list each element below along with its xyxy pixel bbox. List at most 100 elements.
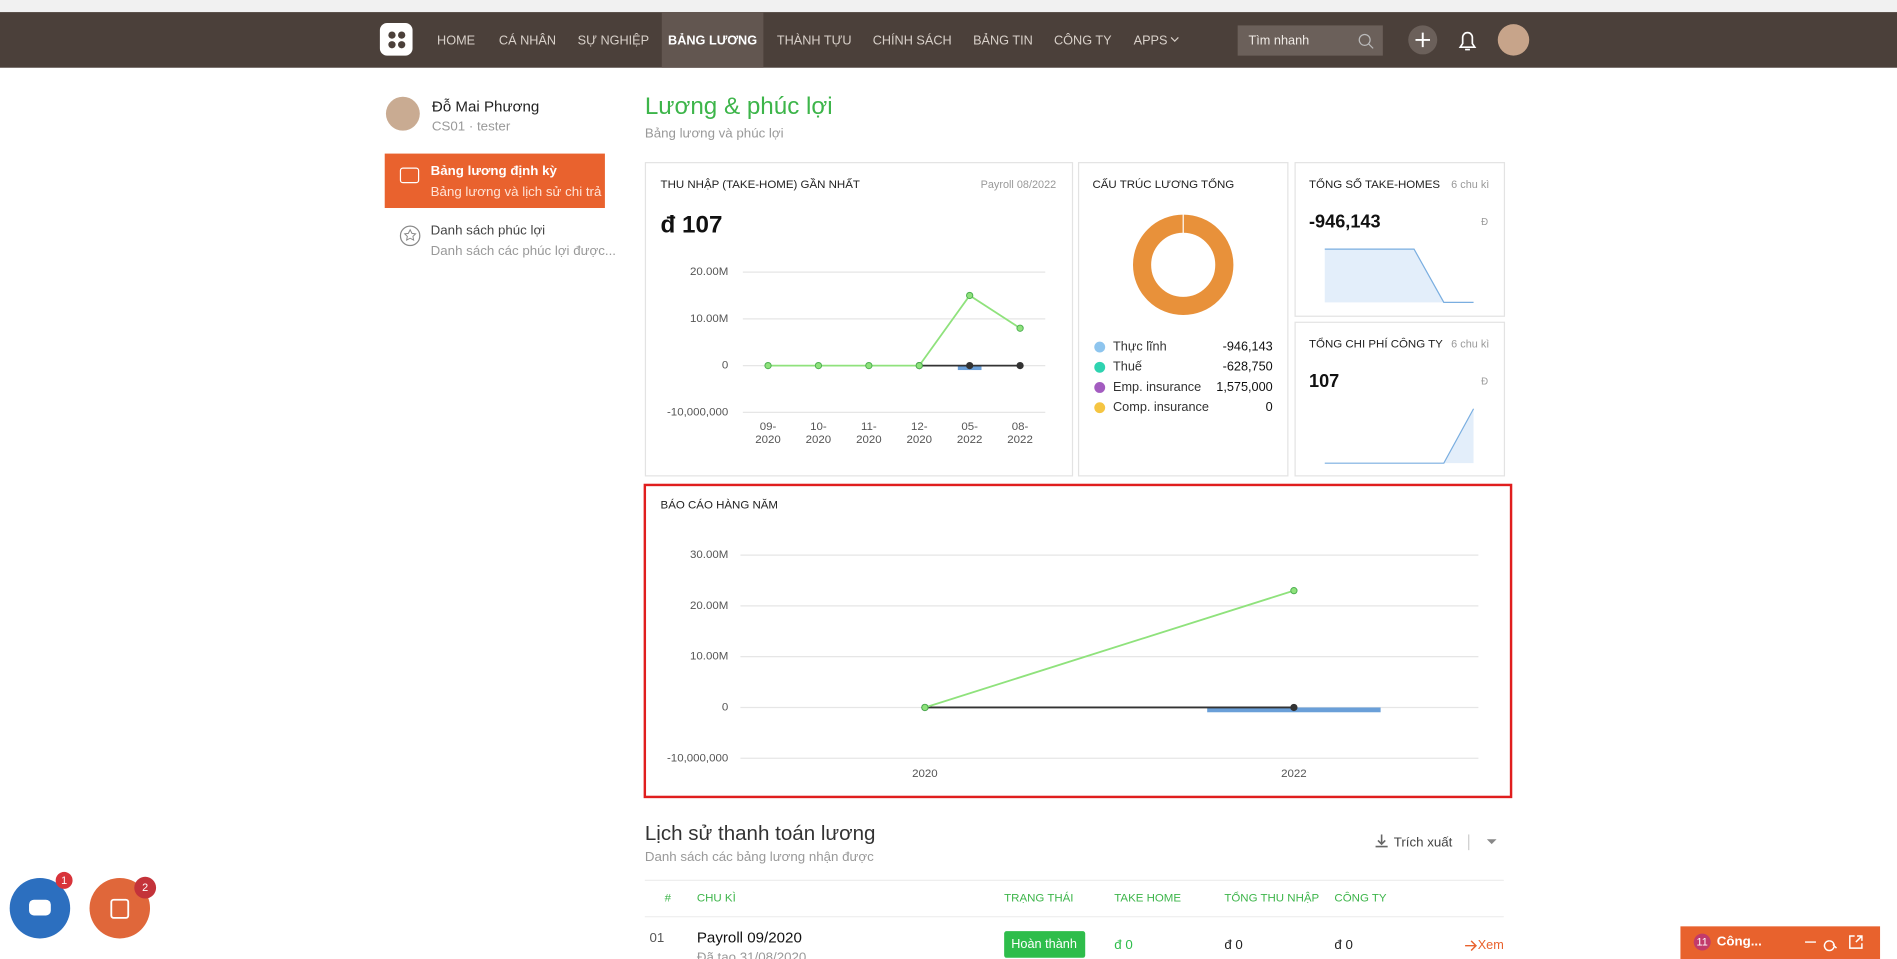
series-line	[768, 294, 1021, 367]
widget-controls[interactable]	[1805, 935, 1863, 952]
nav-item[interactable]: BẢNG TIN	[973, 32, 1033, 47]
legend-dot	[1094, 402, 1106, 414]
profile-name: Đỗ Mai Phương	[432, 99, 539, 116]
card-unit: Đ	[1481, 377, 1488, 388]
x-tick-label: 2020	[912, 768, 938, 780]
export-button[interactable]: Trích xuất	[1394, 834, 1453, 849]
chat-badge	[55, 871, 73, 889]
profile-sub: CS01 · tester	[432, 118, 511, 133]
legend-label: Thuế	[1113, 360, 1142, 374]
row-period[interactable]: Payroll 09/2020	[697, 929, 802, 946]
card-title: THU NHẬP (TAKE-HOME) GẦN NHẤT	[661, 178, 860, 191]
task-badge	[134, 876, 157, 899]
nav-item[interactable]: THÀNH TỰU	[777, 32, 852, 47]
chat-count-badge	[1693, 933, 1711, 951]
x-tick-label: 10-2020	[806, 421, 832, 446]
legend-dot	[1094, 382, 1106, 393]
page-title: Lương & phúc lợi	[645, 93, 833, 120]
card-cycles: 6 chu kì	[1451, 339, 1489, 351]
logo[interactable]	[379, 22, 413, 56]
y-tick-label: 0	[722, 701, 728, 713]
series-point	[966, 291, 974, 300]
annual-card	[644, 484, 1512, 797]
card-amount: -946,143	[1309, 211, 1381, 231]
logo-dot	[398, 31, 406, 39]
card-title: BÁO CÁO HÀNG NĂM	[661, 499, 778, 512]
highlight-box	[643, 483, 1513, 799]
chat-badge-count: 1	[61, 875, 67, 887]
star-icon	[403, 228, 417, 241]
menu-title[interactable]: Danh sách phúc lợi	[431, 222, 545, 237]
series-point	[1290, 703, 1298, 712]
nav-item[interactable]: BẢNG LƯƠNG	[668, 32, 757, 47]
legend-dot	[1094, 361, 1106, 373]
series-point	[865, 361, 873, 370]
x-tick-label: 11-2020	[856, 421, 882, 446]
card-title: TỔNG SỐ TAKE-HOMES	[1309, 177, 1440, 191]
export-icon[interactable]	[1375, 834, 1388, 848]
apps-caret	[1170, 37, 1179, 42]
sparkline-area	[1324, 408, 1474, 464]
table-header: TRẠNG THÁI	[1004, 892, 1073, 905]
x-tick-label: 12-2020	[906, 421, 932, 446]
add-icon	[1415, 32, 1431, 48]
menu-sub[interactable]: Bảng lương và lịch sử chi trả	[431, 184, 602, 199]
chat-widget[interactable]	[1680, 926, 1881, 959]
search-box[interactable]	[1237, 25, 1383, 56]
nav-item[interactable]: CHÍNH SÁCH	[873, 32, 952, 47]
table-header: TỔNG THU NHẬP	[1224, 892, 1319, 905]
y-tick-label: 20.00M	[690, 600, 728, 612]
logo-dot	[388, 41, 396, 49]
y-tick-label: -10,000,000	[667, 752, 728, 764]
row-take-home: đ 0	[1114, 937, 1133, 952]
nav-item[interactable]: HOME	[437, 33, 475, 47]
search-placeholder[interactable]: Tìm nhanh	[1249, 33, 1310, 47]
sparkline	[1324, 408, 1475, 464]
menu-active[interactable]	[384, 153, 605, 209]
x-tick-label: 09-2020	[755, 421, 781, 446]
row-status: Hoàn thành	[1011, 937, 1077, 951]
task-badge-count: 2	[142, 882, 148, 894]
search-icon	[1367, 43, 1374, 49]
card-cycles: 6 chu kì	[1451, 179, 1489, 191]
series-point	[764, 361, 772, 370]
card-period: Payroll 08/2022	[981, 179, 1057, 191]
nav-item[interactable]: CÔNG TY	[1054, 32, 1112, 47]
star-icon[interactable]	[399, 225, 421, 247]
bookmark-bar	[0, 0, 1897, 13]
x-tick-label: 05-2022	[957, 421, 983, 446]
bell-icon[interactable]	[1458, 31, 1477, 51]
row-action[interactable]: Xem	[1478, 938, 1504, 952]
export-caret[interactable]	[1486, 839, 1497, 845]
legend-label: Thực lĩnh	[1113, 339, 1167, 353]
table-header: TAKE HOME	[1114, 893, 1181, 905]
card-amount: 107	[1309, 371, 1339, 391]
nav-item[interactable]: CÁ NHÂN	[499, 32, 556, 47]
table-header: #	[665, 893, 672, 905]
top-nav	[0, 12, 1897, 68]
user-avatar[interactable]	[1497, 24, 1530, 56]
task-button[interactable]	[89, 877, 151, 939]
sparkline	[1324, 248, 1474, 303]
chat-icon	[29, 899, 51, 916]
menu-title[interactable]: Bảng lương định kỳ	[431, 163, 558, 178]
y-tick-label: 10.00M	[690, 313, 728, 325]
chat-widget-label[interactable]: Công...	[1717, 934, 1762, 949]
section-title: Lịch sử thanh toán lương	[645, 822, 876, 845]
legend-value: -628,750	[1223, 360, 1273, 374]
card-unit: Đ	[1481, 217, 1488, 228]
y-tick-label: 30.00M	[690, 549, 728, 561]
series-line	[924, 589, 1295, 709]
legend-label: Comp. insurance	[1113, 400, 1209, 414]
nav-item[interactable]: APPS	[1134, 33, 1168, 47]
logo-dot	[388, 31, 396, 39]
nav-item[interactable]: SỰ NGHIỆP	[578, 32, 649, 47]
nav-active[interactable]	[661, 12, 764, 68]
series-point	[915, 361, 923, 370]
card-title: TỔNG CHI PHÍ CÔNG TY	[1309, 338, 1443, 351]
series-point	[814, 361, 823, 370]
menu-sub[interactable]: Danh sách các phúc lợi được...	[431, 243, 616, 258]
